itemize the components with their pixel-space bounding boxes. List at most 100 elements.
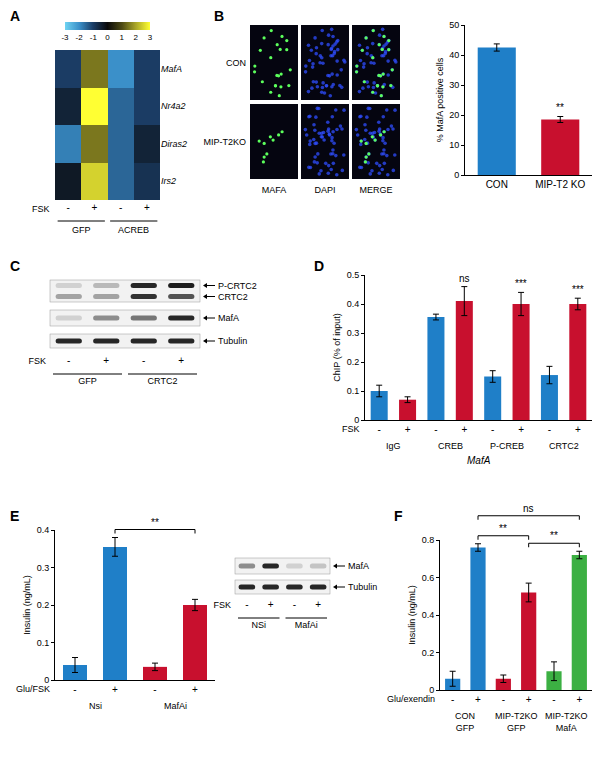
svg-text:-1: -1 [90,33,98,42]
svg-text:-: - [142,355,145,366]
svg-text:GFP: GFP [72,225,91,235]
svg-text:-3: -3 [61,33,69,42]
svg-text:+: + [475,694,481,705]
svg-text:0.2: 0.2 [422,648,435,658]
svg-text:Irs2: Irs2 [161,176,176,186]
svg-text:NSi: NSi [251,620,266,630]
svg-text:P-CRTC2: P-CRTC2 [218,281,257,291]
svg-text:Tubulin: Tubulin [348,582,377,592]
svg-text:E: E [10,508,19,524]
svg-text:-: - [434,424,437,435]
svg-text:-: - [245,599,248,610]
svg-text:FSK: FSK [32,204,50,214]
svg-text:+: + [144,202,150,213]
svg-text:CON: CON [226,58,246,68]
svg-text:10: 10 [449,140,459,150]
svg-text:50: 50 [449,20,459,30]
svg-text:MafA: MafA [467,455,491,466]
svg-text:-: - [66,202,69,213]
svg-text:MafAi: MafAi [164,701,187,711]
svg-text:+: + [518,424,524,435]
svg-text:**: ** [550,530,558,541]
svg-text:0: 0 [354,415,359,425]
svg-text:ns: ns [459,273,470,284]
svg-text:Insulin (ng/mL): Insulin (ng/mL) [407,585,417,645]
svg-text:+: + [103,355,109,366]
svg-text:-: - [502,694,505,705]
svg-text:30: 30 [449,80,459,90]
svg-text:-: - [378,424,381,435]
svg-text:F: F [394,508,403,524]
svg-text:1: 1 [119,33,124,42]
svg-text:CON: CON [486,179,508,190]
svg-text:MafA: MafA [218,313,239,323]
svg-text:+: + [268,599,274,610]
svg-text:0: 0 [429,685,434,695]
svg-text:0: 0 [105,33,110,42]
svg-text:-: - [548,424,551,435]
svg-text:Insulin (ng/mL): Insulin (ng/mL) [22,575,32,635]
svg-text:ns: ns [523,503,534,514]
svg-text:CREB: CREB [438,441,463,451]
svg-text:% MafA positive cells: % MafA positive cells [435,57,445,142]
svg-text:3: 3 [148,33,153,42]
svg-text:20: 20 [449,110,459,120]
svg-text:40: 40 [449,50,459,60]
svg-text:ChIP (% of input): ChIP (% of input) [332,313,342,381]
svg-text:CRTC2: CRTC2 [549,441,579,451]
svg-text:CRTC2: CRTC2 [218,292,248,302]
svg-text:+: + [405,424,411,435]
svg-text:0.2: 0.2 [37,600,50,610]
svg-text:-: - [153,684,156,695]
svg-text:0.3: 0.3 [37,563,50,573]
svg-text:Tubulin: Tubulin [218,336,247,346]
svg-text:+: + [461,424,467,435]
svg-text:-: - [451,694,454,705]
svg-text:0.4: 0.4 [422,610,435,620]
svg-text:ACREB: ACREB [118,225,149,235]
svg-text:0.4: 0.4 [347,299,360,309]
svg-text:-2: -2 [76,33,84,42]
svg-text:+: + [91,202,97,213]
svg-text:MIP-T2KO: MIP-T2KO [203,137,246,147]
svg-text:Nr4a2: Nr4a2 [161,101,186,111]
svg-text:MIP-T2 KO: MIP-T2 KO [535,179,585,190]
svg-text:0.1: 0.1 [37,638,50,648]
svg-text:0.2: 0.2 [347,357,360,367]
svg-text:0.6: 0.6 [422,573,435,583]
svg-text:FSK: FSK [342,424,360,434]
svg-text:-: - [491,424,494,435]
svg-text:+: + [178,355,184,366]
svg-text:P-CREB: P-CREB [490,441,524,451]
svg-text:0: 0 [454,170,459,180]
svg-text:MIP-T2KOGFP: MIP-T2KOGFP [495,711,538,733]
svg-text:-: - [119,202,122,213]
svg-text:+: + [112,684,118,695]
svg-text:CRTC2: CRTC2 [148,376,178,386]
svg-text:0.5: 0.5 [347,270,360,280]
svg-text:CONGFP: CONGFP [455,711,475,733]
svg-text:+: + [526,694,532,705]
svg-text:MafA: MafA [348,561,369,571]
svg-text:**: ** [151,517,159,528]
svg-text:+: + [576,694,582,705]
svg-text:+: + [315,599,321,610]
svg-text:FSK: FSK [28,356,46,366]
svg-text:Nsi: Nsi [89,701,102,711]
svg-text:+: + [192,684,198,695]
svg-text:A: A [10,8,20,24]
svg-text:0.3: 0.3 [347,328,360,338]
svg-text:Glu/exendin: Glu/exendin [387,694,435,704]
svg-text:IgG: IgG [386,441,401,451]
svg-text:-: - [67,355,70,366]
svg-text:MafAi: MafAi [295,620,318,630]
svg-text:DAPI: DAPI [314,185,335,195]
svg-text:Diras2: Diras2 [161,139,187,149]
svg-text:MafA: MafA [161,64,182,74]
svg-text:0.4: 0.4 [37,525,50,535]
svg-text:+: + [575,424,581,435]
svg-text:2: 2 [134,33,139,42]
svg-text:MAFA: MAFA [262,185,287,195]
svg-text:***: *** [515,278,527,289]
svg-text:GFP: GFP [78,376,97,386]
